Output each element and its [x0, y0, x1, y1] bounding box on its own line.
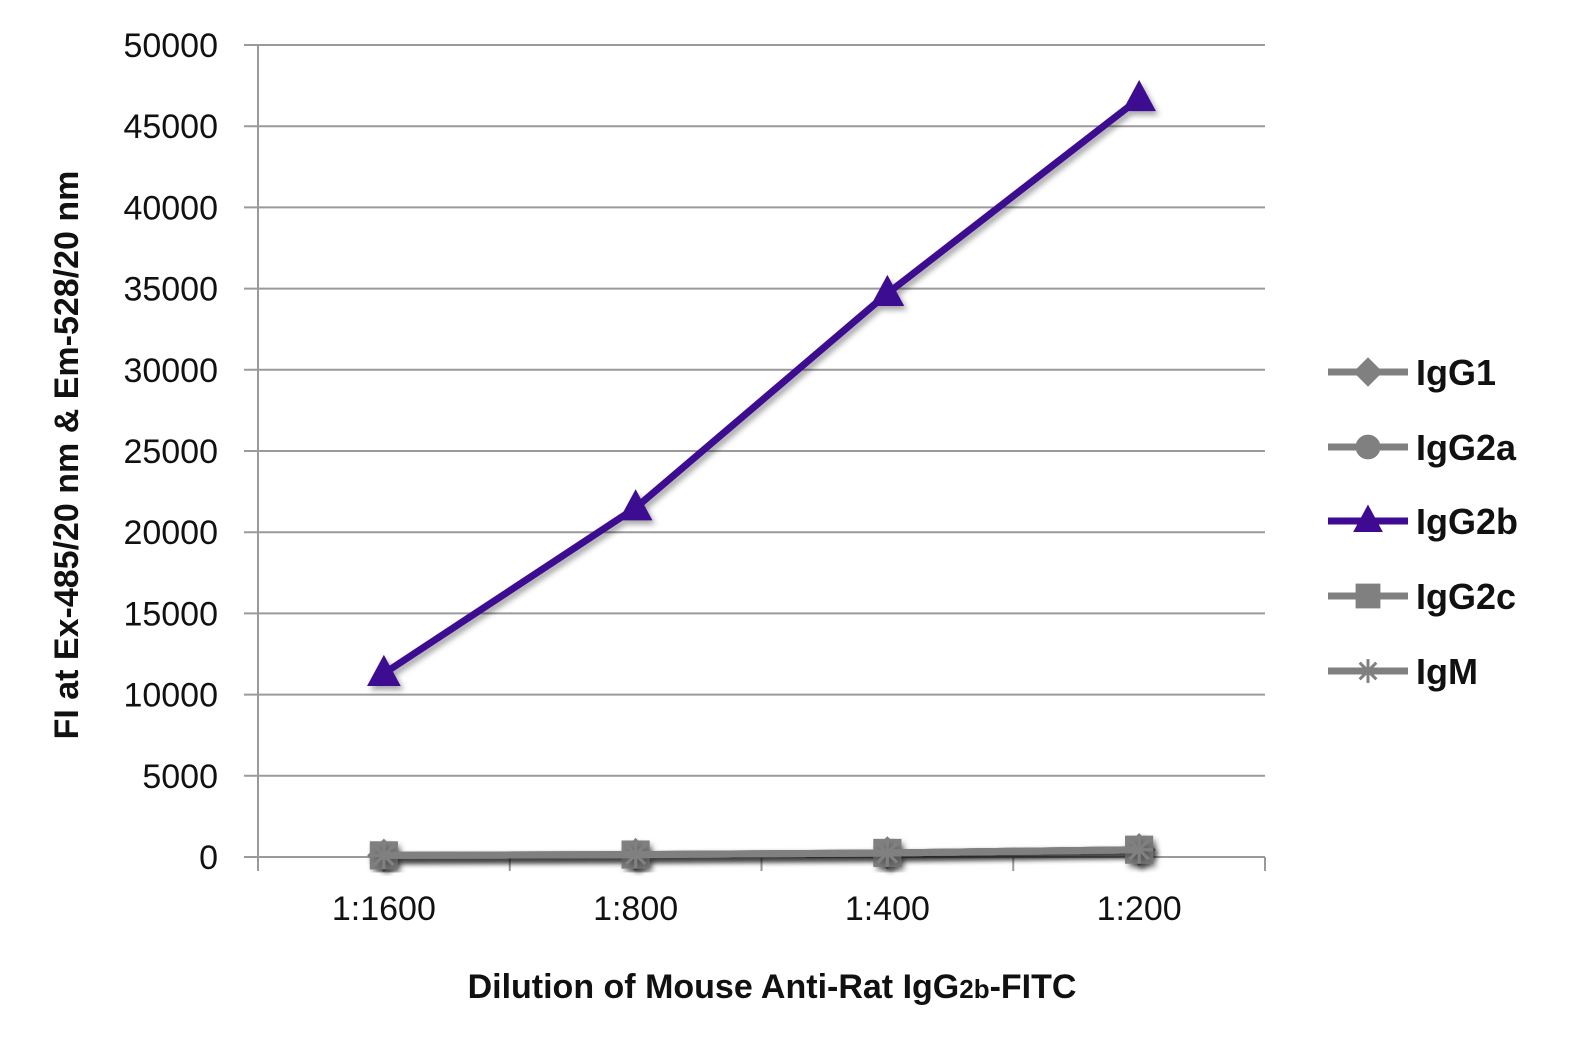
legend-label: IgG2b	[1416, 501, 1518, 542]
marker-circle	[1355, 434, 1381, 460]
legend-label: IgG2c	[1416, 576, 1516, 617]
y-tick-label: 45000	[123, 108, 218, 146]
marker-star	[370, 841, 398, 869]
series-line	[383, 846, 1140, 859]
legend-label: IgG2a	[1416, 427, 1517, 468]
x-axis-title-suffix: -FITC	[990, 968, 1077, 1006]
y-tick-label: 25000	[123, 433, 218, 471]
legend-item-igm: IgM	[1328, 651, 1478, 692]
legend-label: IgM	[1416, 651, 1478, 692]
marker-star-stroke	[1128, 839, 1150, 861]
series-igg2b	[367, 79, 1156, 686]
y-tick-label: 10000	[123, 677, 218, 715]
y-tick-labels: 0 5000 10000 15000 20000 25000 30000 35000 40000…	[123, 27, 218, 877]
x-tick-labels: 1:1600 1:800 1:400 1:200	[332, 890, 1182, 928]
y-tick-label: 30000	[123, 352, 218, 390]
legend-item-igg2b: IgG2b	[1328, 501, 1518, 542]
marker-star	[1356, 659, 1380, 683]
marker-triangle	[870, 274, 905, 306]
y-axis-title: FI at Ex-485/20 nm & Em-528/20 nm	[48, 171, 86, 740]
series-line	[381, 95, 1142, 677]
y-tick-label: 50000	[123, 27, 218, 65]
marker-star	[1125, 836, 1153, 864]
x-tick-label: 1:200	[1097, 890, 1182, 928]
legend: IgG1 IgG2a IgG2b IgG2c IgM	[1328, 352, 1518, 692]
x-axis-title-main: Dilution of Mouse Anti-Rat IgG	[468, 968, 960, 1006]
marker-triangle	[1122, 79, 1156, 112]
marker-star-stroke	[876, 842, 898, 864]
legend-item-igg1: IgG1	[1328, 352, 1496, 393]
marker-star-stroke	[373, 844, 395, 866]
y-tick-label: 15000	[123, 595, 218, 633]
y-tick-label: 20000	[123, 514, 218, 552]
x-axis-title: Dilution of Mouse Anti-Rat IgG2b-FITC	[468, 968, 1077, 1006]
marker-diamond	[1353, 357, 1383, 387]
y-tick-label: 0	[199, 839, 218, 877]
series-igm	[370, 836, 1153, 869]
marker-triangle	[1353, 504, 1383, 532]
marker-square	[1355, 583, 1381, 609]
legend-label: IgG1	[1416, 352, 1496, 393]
legend-item-igg2c: IgG2c	[1328, 576, 1516, 617]
x-axis-title-subscript: 2b	[959, 974, 989, 1004]
legend-item-igg2a: IgG2a	[1328, 427, 1517, 468]
marker-star-stroke	[1358, 661, 1378, 681]
marker-triangle	[367, 654, 401, 686]
x-tick-label: 1:800	[593, 890, 678, 928]
axes	[244, 45, 1266, 871]
marker-triangle	[618, 489, 653, 521]
y-tick-label: 40000	[123, 189, 218, 227]
series-lines	[367, 79, 1156, 873]
marker-star	[873, 839, 901, 867]
marker-star	[622, 840, 650, 869]
y-tick-label: 5000	[142, 758, 218, 796]
marker-star-stroke	[625, 843, 647, 866]
y-tick-label: 35000	[123, 271, 218, 309]
x-tick-label: 1:400	[845, 890, 930, 928]
x-tick-label: 1:1600	[332, 890, 436, 928]
gridlines	[244, 44, 1265, 777]
